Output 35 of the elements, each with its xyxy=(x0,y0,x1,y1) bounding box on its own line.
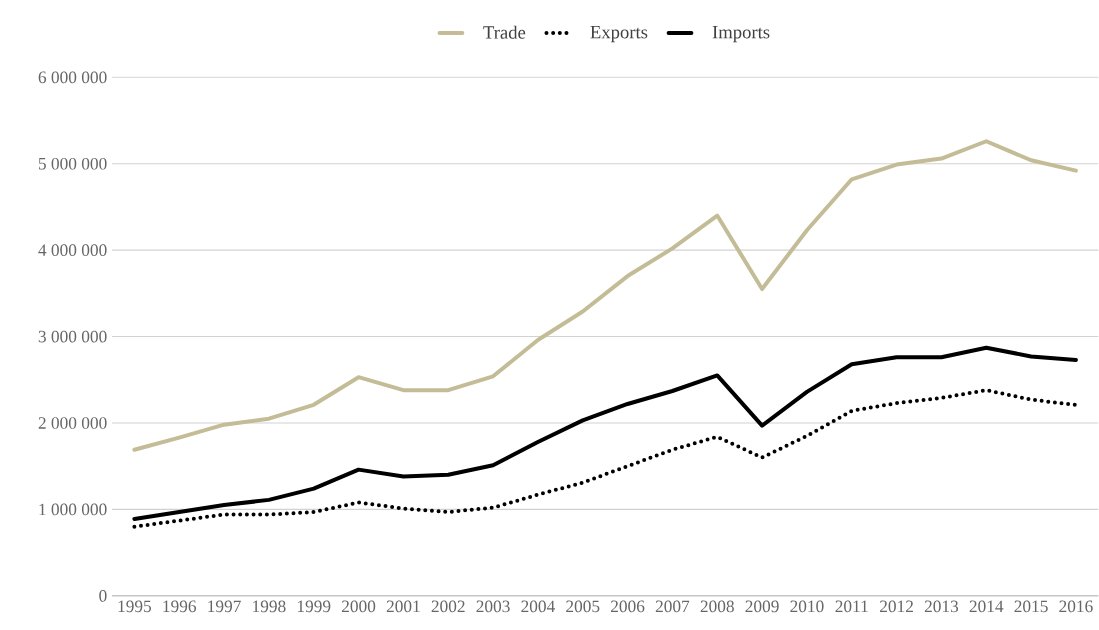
x-tick-label: 2013 xyxy=(924,600,959,612)
line-series xyxy=(132,387,1078,529)
y-tick-label: 0 xyxy=(99,589,107,602)
x-tick-label: 2002 xyxy=(431,600,465,612)
x-tick-label: 1996 xyxy=(163,600,197,612)
legend-label: Exports xyxy=(590,25,648,42)
x-tick-label: 2008 xyxy=(700,600,734,612)
y-tick-label: 5 000 000 xyxy=(38,157,107,170)
line-series xyxy=(132,139,1078,452)
line-series xyxy=(132,345,1078,521)
x-tick-label: 2014 xyxy=(969,600,1004,612)
x-tick-label: 2003 xyxy=(476,600,510,612)
x-tick-label: 2015 xyxy=(1014,600,1048,612)
y-tick-label: 1 000 000 xyxy=(39,503,107,515)
y-tick-label: 4 000 000 xyxy=(38,244,107,256)
legend-label: Imports xyxy=(712,25,770,42)
x-tick-label: 2005 xyxy=(566,600,600,612)
x-tick-label: 1997 xyxy=(208,600,241,612)
x-tick-label: 2009 xyxy=(745,600,779,612)
x-tick-label: 2016 xyxy=(1059,600,1093,612)
legend-label: Trade xyxy=(483,25,526,39)
x-tick-label: 2001 xyxy=(386,600,420,612)
y-tick-label: 2 000 000 xyxy=(38,416,107,429)
x-tick-label: 1999 xyxy=(297,600,331,612)
y-tick-label: 3 000 000 xyxy=(38,330,107,343)
x-tick-label: 1995 xyxy=(118,600,152,612)
y-tick-label: 6 000 000 xyxy=(38,71,107,83)
x-tick-label: 2006 xyxy=(611,600,645,612)
x-tick-label: 2007 xyxy=(655,600,690,612)
x-tick-label: 2011 xyxy=(835,600,868,612)
x-tick-label: 1998 xyxy=(253,600,286,612)
x-tick-label: 2012 xyxy=(880,600,913,612)
x-tick-label: 2004 xyxy=(521,600,555,612)
x-tick-label: 2000 xyxy=(341,600,376,612)
x-tick-label: 2010 xyxy=(790,600,824,612)
